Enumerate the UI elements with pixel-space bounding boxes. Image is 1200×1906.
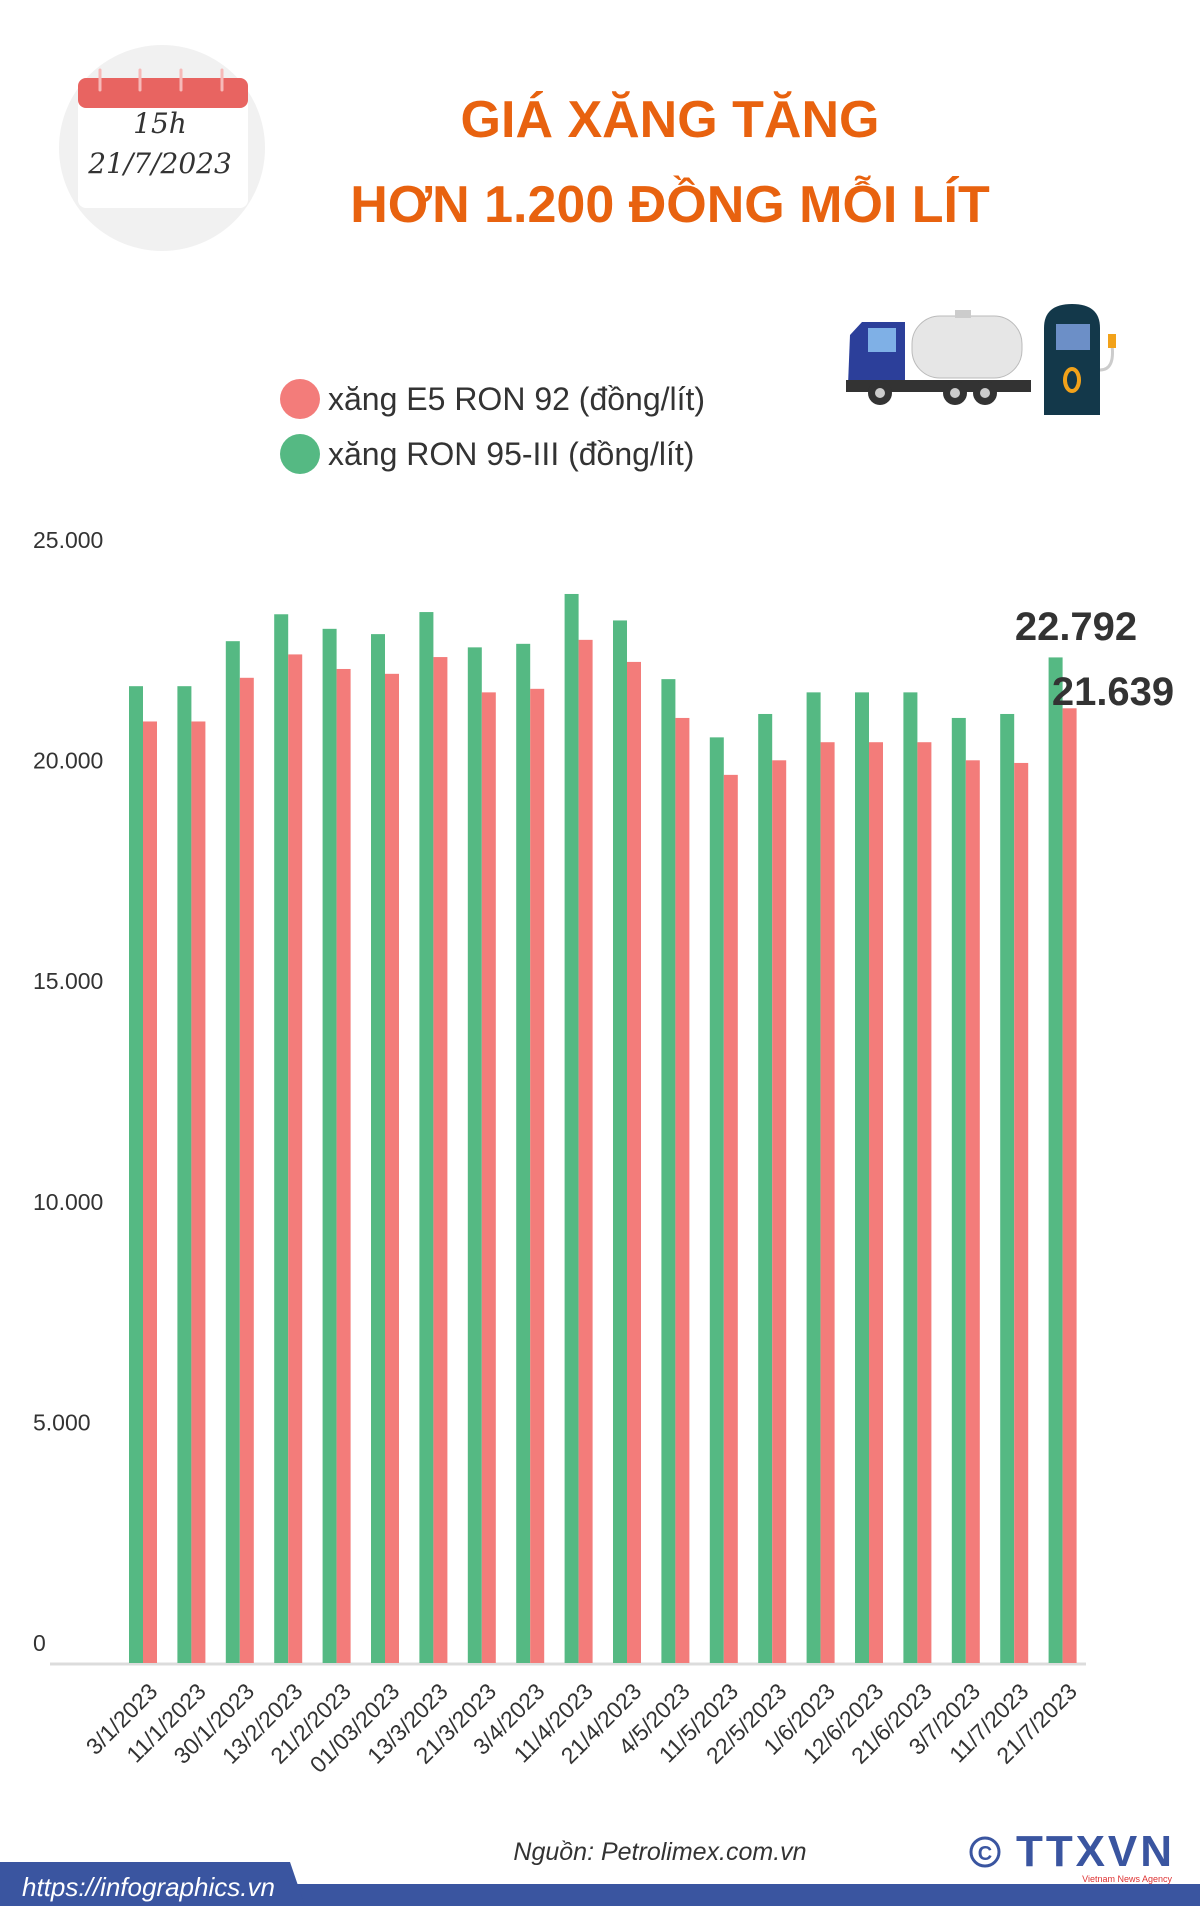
bar-e5	[917, 742, 932, 1663]
bar-e5	[143, 721, 157, 1663]
bar-ron95	[419, 612, 434, 1664]
bar-e5	[481, 692, 496, 1663]
data-label-e5-last: 21.639	[1052, 670, 1174, 714]
bar-ron95	[322, 628, 337, 1664]
bar-e5	[191, 721, 206, 1663]
bar-ron95	[274, 614, 289, 1663]
bar-e5	[385, 673, 399, 1663]
svg-text:Vietnam News Agency: Vietnam News Agency	[1082, 1874, 1172, 1884]
bar-ron95	[1048, 657, 1063, 1663]
bar-e5	[239, 677, 254, 1663]
bar-e5	[723, 774, 738, 1663]
bar-e5	[1062, 708, 1077, 1663]
bar-e5	[965, 760, 980, 1663]
bar-e5	[433, 657, 448, 1663]
bar-ron95	[613, 620, 627, 1664]
bar-ron95	[564, 593, 579, 1663]
bar-e5	[578, 639, 593, 1663]
bar-ron95	[806, 692, 821, 1663]
title-line-1: GIÁ XĂNG TĂNG	[461, 91, 880, 149]
website-link[interactable]: https://infographics.vn	[22, 1872, 275, 1902]
bar-e5	[627, 661, 641, 1663]
y-tick-label: 15.000	[33, 968, 103, 994]
bar-e5	[288, 654, 303, 1663]
bar-ron95	[1000, 713, 1015, 1663]
bar-ron95	[516, 643, 531, 1663]
bar-ron95	[903, 692, 918, 1663]
calendar-date: 21/7/2023	[87, 147, 232, 180]
bar-ron95	[129, 686, 143, 1663]
footer-url-tab	[0, 1862, 305, 1906]
y-tick-label: 25.000	[33, 527, 103, 553]
bar-ron95	[225, 641, 240, 1663]
y-tick-label: 20.000	[33, 748, 103, 774]
bar-ron95	[371, 634, 385, 1663]
svg-text:C: C	[978, 1843, 992, 1865]
bar-ron95	[951, 717, 966, 1663]
fuel-tanker-truck-icon	[846, 310, 1031, 405]
bar-e5	[675, 717, 690, 1663]
legend-swatch-e5	[280, 379, 320, 419]
bar-ron95	[709, 737, 724, 1663]
bar-ron95	[758, 713, 773, 1663]
title-line-2: HƠN 1.200 ĐỒNG MỖI LÍT	[350, 175, 990, 234]
source-note: Nguồn: Petrolimex.com.vn	[513, 1838, 806, 1866]
bar-ron95	[467, 647, 482, 1663]
svg-text:TTXVN: TTXVN	[1016, 1827, 1172, 1876]
data-label-ron95-last: 22.792	[1015, 605, 1137, 649]
bar-e5	[336, 668, 351, 1663]
bar-ron95	[855, 692, 869, 1663]
legend-swatch-ron95	[280, 434, 320, 474]
bar-ron95	[177, 686, 192, 1663]
legend-label-ron95: xăng RON 95-III (đồng/lít)	[328, 436, 694, 472]
bar-e5	[869, 742, 883, 1663]
calendar-time: 15h	[133, 107, 187, 140]
calendar-icon	[59, 45, 265, 251]
fuel-pump-icon	[1044, 304, 1116, 415]
bar-e5	[772, 760, 787, 1663]
bar-ron95	[661, 679, 676, 1663]
bar-e5	[530, 688, 545, 1663]
y-tick-label: 10.000	[33, 1189, 103, 1215]
bar-e5	[1014, 762, 1029, 1663]
y-tick-label: 0	[33, 1630, 46, 1656]
ttxvn-logo: C TTXVN Vietnam News Agency	[969, 1827, 1172, 1884]
bar-e5	[820, 742, 835, 1663]
y-tick-label: 5.000	[33, 1409, 91, 1435]
legend-label-e5: xăng E5 RON 92 (đồng/lít)	[328, 381, 705, 417]
bar-chart: 05.00010.00015.00020.00025.0003/1/202311…	[33, 527, 1086, 1778]
